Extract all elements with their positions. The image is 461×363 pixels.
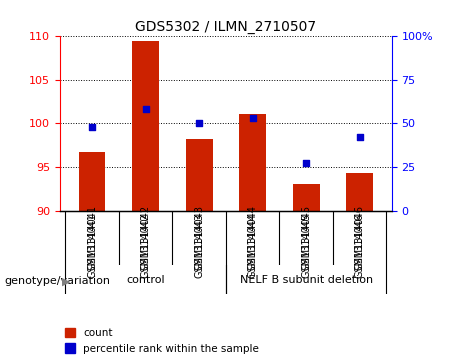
Text: ▶: ▶ — [62, 276, 71, 286]
Text: NELF B subunit deletion: NELF B subunit deletion — [240, 274, 373, 285]
Title: GDS5302 / ILMN_2710507: GDS5302 / ILMN_2710507 — [136, 20, 316, 34]
Text: GSM1314044: GSM1314044 — [248, 205, 258, 270]
Text: genotype/variation: genotype/variation — [5, 276, 111, 286]
Text: GSM1314043: GSM1314043 — [194, 213, 204, 278]
Text: GSM1314042: GSM1314042 — [141, 205, 151, 270]
Text: control: control — [126, 274, 165, 285]
Bar — [239, 114, 266, 211]
Bar — [132, 41, 159, 211]
Point — [142, 107, 149, 113]
Text: GSM1314046: GSM1314046 — [355, 213, 365, 278]
Bar — [293, 184, 319, 211]
Text: GSM1314041: GSM1314041 — [87, 213, 97, 278]
Point — [249, 115, 256, 121]
Text: GSM1314043: GSM1314043 — [194, 205, 204, 270]
Point — [302, 160, 310, 166]
Point — [356, 134, 363, 140]
Text: GSM1314044: GSM1314044 — [248, 213, 258, 278]
Text: GSM1314046: GSM1314046 — [355, 205, 365, 270]
Text: GSM1314045: GSM1314045 — [301, 205, 311, 270]
Bar — [346, 173, 373, 211]
Point — [89, 124, 96, 130]
Text: GSM1314042: GSM1314042 — [141, 213, 151, 278]
Text: GSM1314041: GSM1314041 — [87, 205, 97, 270]
Text: GSM1314045: GSM1314045 — [301, 213, 311, 278]
Bar — [79, 152, 106, 211]
Legend: count, percentile rank within the sample: count, percentile rank within the sample — [60, 324, 264, 358]
Bar — [186, 139, 213, 211]
Point — [195, 121, 203, 126]
